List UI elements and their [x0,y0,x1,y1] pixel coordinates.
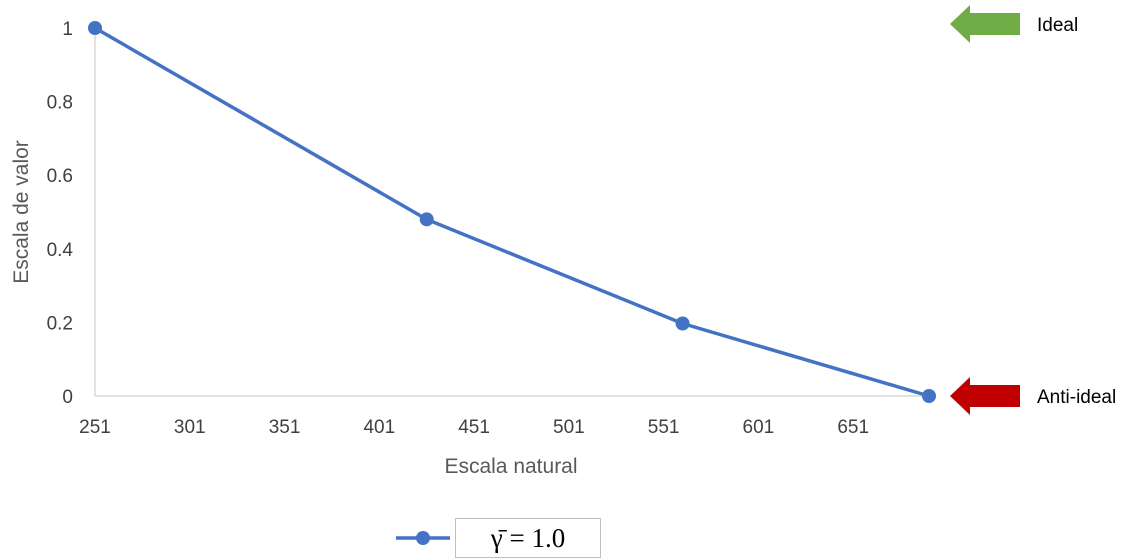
series-layer [88,21,936,403]
data-point [675,316,690,331]
x-tick-label: 301 [174,417,206,438]
x-tick-label: 501 [553,417,585,438]
x-tick-labels: 251 301 351 401 451 501 551 601 651 [79,417,869,438]
anti-ideal-arrow-icon [950,377,1020,415]
x-tick-label: 601 [743,417,775,438]
y-tick-label: 0.4 [47,240,74,261]
x-tick-label: 351 [269,417,301,438]
legend-point-marker [416,531,430,545]
y-tick-label: 1 [62,19,73,40]
legend-label: γ̄ = 1.0 [455,518,601,558]
anti-ideal-label: Anti-ideal [1037,387,1116,408]
x-tick-label: 551 [648,417,680,438]
y-tick-label: 0.6 [47,166,73,187]
y-tick-label: 0 [62,387,73,408]
series-line [94,26,930,398]
data-point [922,389,936,403]
axes [94,28,929,397]
x-tick-label: 651 [837,417,869,438]
x-axis-title: Escala natural [444,455,577,478]
data-point [419,212,434,227]
data-point [88,21,102,35]
y-tick-labels: 0 0.2 0.4 0.6 0.8 1 [47,19,74,408]
ideal-arrow-icon [950,5,1020,43]
annotations: Ideal Anti-ideal [950,5,1116,415]
y-tick-label: 0.8 [47,93,73,114]
x-tick-label: 451 [458,417,490,438]
y-tick-label: 0.2 [47,313,73,334]
ideal-label: Ideal [1037,15,1078,36]
x-tick-label: 251 [79,417,111,438]
x-tick-label: 401 [363,417,395,438]
y-axis-title: Escala de valor [10,140,33,284]
